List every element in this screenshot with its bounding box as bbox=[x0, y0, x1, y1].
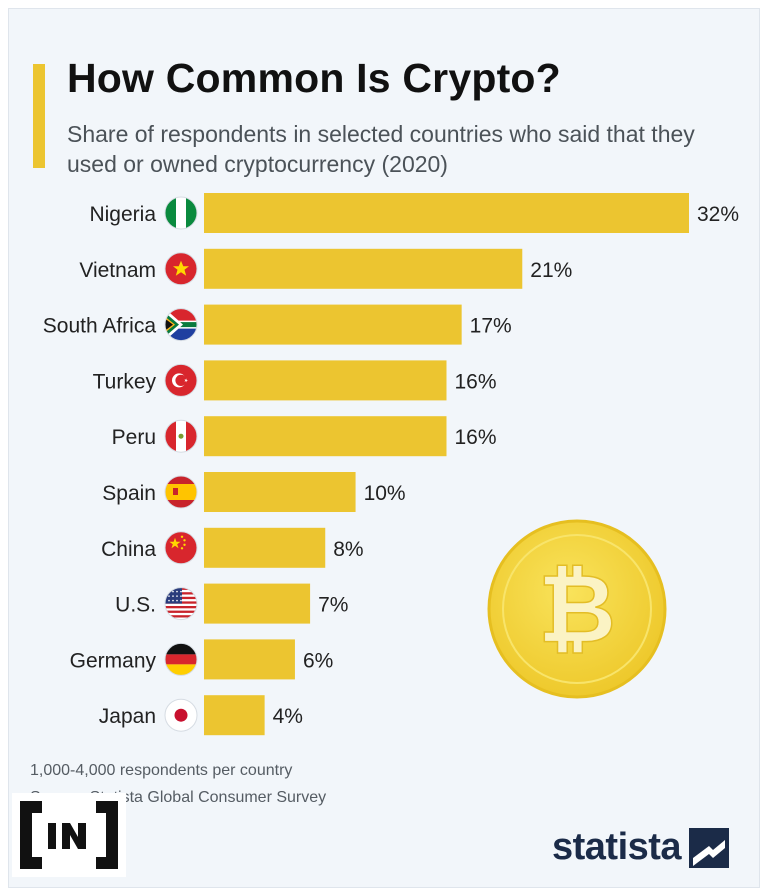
statista-mark-icon bbox=[689, 827, 730, 868]
turkey-flag-icon bbox=[164, 363, 198, 397]
svg-text:₿: ₿ bbox=[538, 556, 616, 663]
value-label: 17% bbox=[470, 315, 512, 338]
category-label: China bbox=[101, 538, 156, 561]
nigeria-flag-icon bbox=[164, 196, 198, 230]
value-label: 32% bbox=[697, 203, 739, 226]
bar bbox=[204, 583, 311, 624]
footnote: 1,000-4,000 respondents per country bbox=[30, 762, 293, 779]
flag-icons bbox=[164, 196, 198, 732]
category-label: Vietnam bbox=[79, 259, 156, 282]
category-label: Turkey bbox=[93, 370, 157, 393]
title-accent-bar bbox=[33, 64, 45, 168]
value-label: 10% bbox=[364, 482, 406, 505]
bar bbox=[204, 360, 447, 401]
value-label: 16% bbox=[455, 370, 497, 393]
category-label: U.S. bbox=[115, 594, 156, 617]
spain-flag-icon bbox=[164, 475, 198, 509]
bar bbox=[204, 248, 523, 289]
bar bbox=[204, 527, 326, 568]
value-label: 16% bbox=[455, 426, 497, 449]
category-label: Peru bbox=[112, 426, 156, 449]
bar bbox=[204, 639, 295, 680]
value-label: 6% bbox=[303, 649, 333, 672]
watermark-logo bbox=[12, 793, 126, 877]
bitcoin-coin-icon: ₿ bbox=[487, 519, 667, 699]
category-label: Spain bbox=[102, 482, 156, 505]
statista-logo[interactable]: statista bbox=[552, 826, 730, 869]
bar bbox=[204, 695, 265, 736]
category-labels: Nigeria Vietnam South Africa Turkey Peru Spai… bbox=[43, 203, 157, 728]
chart-card: How Common Is Crypto? Share of responden… bbox=[8, 8, 760, 888]
category-label: Germany bbox=[70, 649, 157, 672]
value-label: 21% bbox=[530, 259, 572, 282]
value-label: 4% bbox=[273, 705, 303, 728]
bar bbox=[204, 472, 356, 512]
japan-flag-icon bbox=[164, 698, 198, 732]
category-label: Japan bbox=[99, 705, 156, 728]
watermark-logo-icon bbox=[12, 793, 126, 877]
statista-wordmark: statista bbox=[552, 826, 682, 868]
value-label: 8% bbox=[333, 538, 363, 561]
chart-title: How Common Is Crypto? bbox=[67, 55, 561, 101]
category-label: South Africa bbox=[43, 315, 157, 338]
south-africa-flag-icon bbox=[164, 308, 198, 342]
bars bbox=[204, 193, 689, 736]
peru-flag-icon bbox=[164, 419, 198, 453]
value-labels: 32% 21% 17% 16% 16% 10% 8% 7% 6% 4% bbox=[273, 203, 739, 728]
chart-subtitle: Share of respondents in selected countri… bbox=[67, 121, 695, 177]
bar bbox=[204, 193, 689, 233]
germany-flag-icon bbox=[164, 642, 198, 676]
bar bbox=[204, 304, 462, 345]
bar bbox=[204, 416, 447, 457]
china-flag-icon bbox=[164, 531, 198, 565]
category-label: Nigeria bbox=[89, 203, 156, 226]
value-label: 7% bbox=[318, 594, 348, 617]
us-flag-icon bbox=[164, 587, 198, 621]
vietnam-flag-icon bbox=[164, 252, 198, 286]
